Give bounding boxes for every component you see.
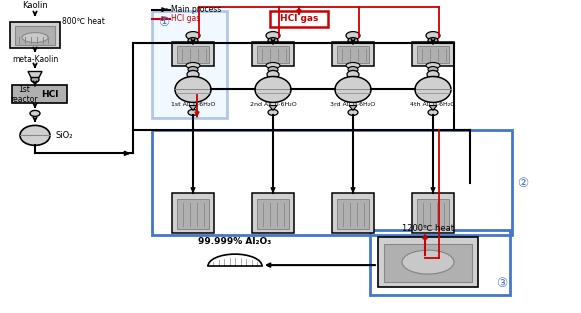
Text: meta-Kaolin: meta-Kaolin xyxy=(12,55,58,64)
Bar xyxy=(332,193,374,233)
Ellipse shape xyxy=(402,250,454,274)
Text: Main process: Main process xyxy=(171,5,221,14)
Ellipse shape xyxy=(31,76,39,83)
Text: 99.999% Al₂O₃: 99.999% Al₂O₃ xyxy=(198,237,272,246)
Bar xyxy=(412,193,454,233)
Ellipse shape xyxy=(268,38,278,44)
Ellipse shape xyxy=(175,76,211,102)
Text: 1st
reactor: 1st reactor xyxy=(10,85,38,104)
Text: 800℃ heat: 800℃ heat xyxy=(62,17,105,26)
Bar xyxy=(417,199,449,229)
Polygon shape xyxy=(189,105,197,110)
Ellipse shape xyxy=(266,32,280,39)
Bar xyxy=(152,11,227,118)
Bar xyxy=(257,199,289,229)
Ellipse shape xyxy=(415,76,451,102)
Ellipse shape xyxy=(188,110,198,115)
Bar xyxy=(270,11,328,27)
Ellipse shape xyxy=(428,110,438,115)
Polygon shape xyxy=(429,105,437,110)
Ellipse shape xyxy=(186,63,200,69)
Bar xyxy=(12,85,67,103)
Bar xyxy=(337,46,369,63)
Text: SiO₂: SiO₂ xyxy=(55,131,73,140)
Ellipse shape xyxy=(255,76,291,102)
Ellipse shape xyxy=(348,67,358,73)
Ellipse shape xyxy=(267,70,279,79)
Ellipse shape xyxy=(426,63,440,69)
Polygon shape xyxy=(269,105,277,110)
Bar xyxy=(378,237,478,287)
Bar xyxy=(177,199,209,229)
Ellipse shape xyxy=(428,67,438,73)
Text: 3rd AlCl₃·6H₂O: 3rd AlCl₃·6H₂O xyxy=(331,102,376,107)
Bar xyxy=(177,46,209,63)
Bar xyxy=(252,42,294,65)
Ellipse shape xyxy=(335,76,371,102)
Ellipse shape xyxy=(347,70,359,79)
Ellipse shape xyxy=(348,38,358,44)
Ellipse shape xyxy=(268,67,278,73)
Ellipse shape xyxy=(266,63,280,69)
Bar xyxy=(10,22,60,48)
Bar xyxy=(384,244,472,282)
Text: Kaolin: Kaolin xyxy=(22,1,48,10)
Ellipse shape xyxy=(428,38,438,44)
Bar xyxy=(332,42,374,65)
Bar xyxy=(417,46,449,63)
Bar xyxy=(370,230,510,295)
Ellipse shape xyxy=(346,32,360,39)
Text: 2nd AlCl₃·6H₂O: 2nd AlCl₃·6H₂O xyxy=(250,102,296,107)
Bar xyxy=(412,42,454,65)
Ellipse shape xyxy=(426,32,440,39)
Polygon shape xyxy=(349,105,357,110)
Text: HCl: HCl xyxy=(41,90,59,99)
Bar xyxy=(337,199,369,229)
Bar xyxy=(172,193,214,233)
Ellipse shape xyxy=(187,70,199,79)
Ellipse shape xyxy=(427,70,439,79)
Text: ②: ② xyxy=(517,177,528,190)
Text: HCl gas: HCl gas xyxy=(280,14,318,23)
Bar xyxy=(257,46,289,63)
Text: 1st AlCl₃·6H₂O: 1st AlCl₃·6H₂O xyxy=(171,102,215,107)
Ellipse shape xyxy=(268,110,278,115)
Bar xyxy=(172,42,214,65)
Ellipse shape xyxy=(186,32,200,39)
Bar xyxy=(252,193,294,233)
Text: 1200℃ heat: 1200℃ heat xyxy=(402,224,454,233)
Ellipse shape xyxy=(346,63,360,69)
Ellipse shape xyxy=(30,110,40,116)
Text: 4th AlCl₃·6H₂O: 4th AlCl₃·6H₂O xyxy=(410,102,456,107)
Ellipse shape xyxy=(188,38,198,44)
Bar xyxy=(15,26,55,44)
Text: ①: ① xyxy=(158,16,169,28)
Polygon shape xyxy=(28,71,42,78)
Text: ③: ③ xyxy=(496,277,507,290)
Bar xyxy=(152,131,512,235)
Ellipse shape xyxy=(22,33,48,43)
Text: HCl gas: HCl gas xyxy=(171,14,200,23)
Ellipse shape xyxy=(188,67,198,73)
Ellipse shape xyxy=(348,110,358,115)
Ellipse shape xyxy=(20,126,50,145)
